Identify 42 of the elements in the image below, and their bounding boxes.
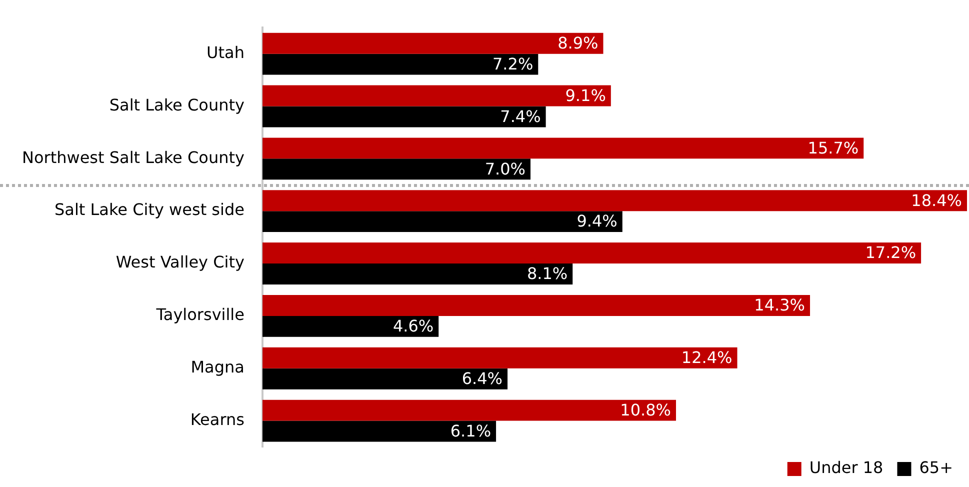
bar: [262, 190, 967, 212]
legend-label: Under 18: [809, 458, 884, 478]
y-tick-label: Northwest Salt Lake County: [22, 148, 244, 167]
data-label: 15.7%: [808, 138, 859, 158]
data-label: 8.1%: [526, 264, 568, 284]
data-label: 14.3%: [754, 296, 806, 315]
bar: [262, 294, 810, 316]
data-label: 17.2%: [865, 243, 916, 262]
bar: [262, 242, 922, 264]
data-label: 18.4%: [911, 190, 962, 210]
y-tick-label: Salt Lake County: [109, 95, 244, 114]
y-tick-label: Kearns: [190, 410, 244, 429]
bar: [262, 54, 538, 75]
bar: [262, 211, 622, 232]
bar: [262, 368, 508, 390]
bar: [262, 347, 738, 368]
y-tick-label: Utah: [206, 42, 244, 62]
data-label: 4.6%: [392, 316, 434, 336]
data-label: 8.9%: [558, 33, 598, 52]
bar: [262, 32, 604, 54]
bar: [262, 85, 611, 106]
bar: [262, 138, 864, 159]
data-label: 9.1%: [565, 86, 606, 105]
bar: [262, 264, 573, 284]
y-tick-label: Magna: [190, 358, 244, 377]
y-tick-label: Salt Lake City west side: [54, 200, 244, 220]
data-label: 6.4%: [462, 369, 503, 388]
bar: [262, 316, 439, 337]
bar: [262, 400, 676, 421]
bar: [262, 106, 546, 128]
y-tick-label: Taylorsville: [155, 305, 244, 324]
data-label: 10.8%: [620, 400, 671, 420]
data-label: 7.2%: [492, 54, 534, 74]
y-tick-label: West Valley City: [116, 252, 244, 272]
data-label: 12.4%: [681, 348, 732, 368]
data-label: 9.4%: [576, 212, 618, 231]
data-label: 7.0%: [484, 159, 526, 178]
bar: [262, 420, 496, 442]
data-label: 6.1%: [450, 421, 492, 440]
legend-label: 65+: [919, 458, 953, 478]
data-label: 7.4%: [500, 106, 541, 126]
bar: [262, 158, 530, 180]
